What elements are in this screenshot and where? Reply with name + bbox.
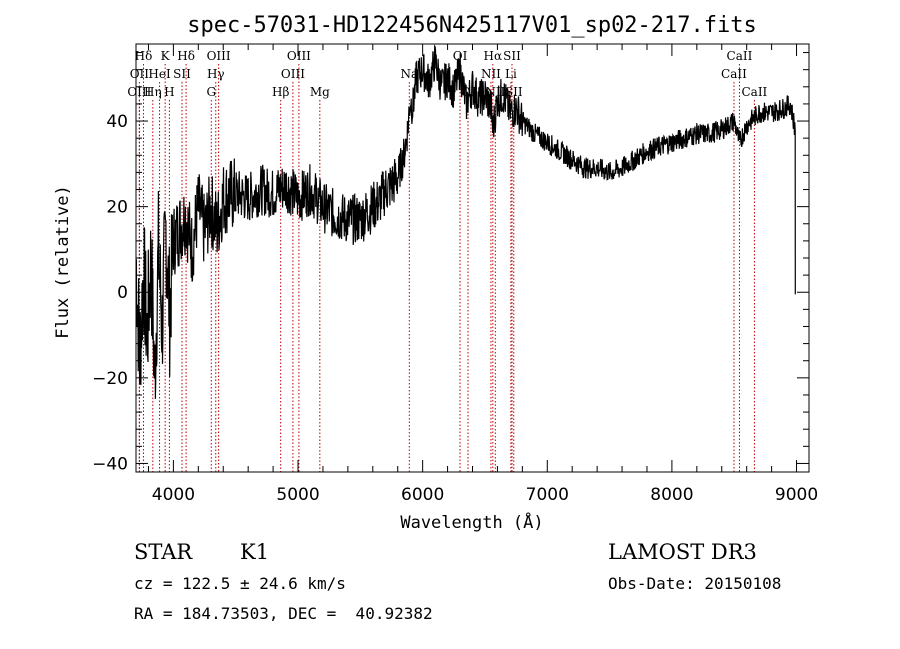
- spectral-line-label: NII: [481, 67, 501, 81]
- x-tick-label: 4000: [152, 485, 195, 505]
- spectral-line-label: OIII: [207, 49, 231, 63]
- x-tick-label: 7000: [526, 485, 569, 505]
- spectral-subclass: K1: [240, 540, 270, 564]
- spectral-line-label: CaII: [727, 49, 753, 63]
- spectral-line-label: CaII: [741, 85, 767, 99]
- plot-frame: [135, 43, 810, 473]
- spectral-line-label: Li: [505, 67, 517, 81]
- coordinates-readout: RA = 184.73503, DEC = 40.92382: [134, 604, 433, 623]
- y-tick-label: −40: [92, 454, 128, 474]
- survey-name: LAMOST DR3: [608, 540, 757, 564]
- spectral-line-label: Hγ: [207, 67, 225, 81]
- spectral-line-label: Hδ: [177, 49, 195, 63]
- chart-title: spec-57031-HD122456N425117V01_sp02-217.f…: [187, 13, 757, 38]
- object-type: STAR: [134, 540, 193, 564]
- spectral-line-label: H: [164, 85, 174, 99]
- spectral-line-label: SII: [173, 67, 191, 81]
- redshift-readout: cz = 122.5 ± 24.6 km/s: [134, 574, 346, 593]
- x-tick-label: 9000: [775, 485, 818, 505]
- x-axis-label: Wavelength (Å): [400, 511, 543, 533]
- x-tick-label: 6000: [401, 485, 444, 505]
- spectral-line-label: CaII: [721, 67, 747, 81]
- spectral-line-label: Mg: [310, 85, 330, 99]
- y-tick-label: 0: [117, 283, 128, 303]
- spectral-line-label: OIII: [127, 85, 151, 99]
- observation-date: Obs-Date: 20150108: [608, 574, 782, 593]
- y-tick-label: 40: [106, 112, 128, 132]
- axis-ticks: 4000 5000 6000 7000 8000 9000 −40 −20 0 20 40: [92, 44, 818, 505]
- spectral-line-label: K: [161, 49, 171, 63]
- spectral-line-label: Hα: [484, 49, 503, 63]
- spectral-lines-layer: [138, 64, 755, 472]
- spectral-line-label: OIII: [287, 49, 311, 63]
- spectral-line-label: OIII: [281, 67, 305, 81]
- spectral-line-label: G: [206, 85, 216, 99]
- spectral-line-label: Hη: [144, 85, 162, 99]
- spectral-line-label: Na: [400, 67, 418, 81]
- y-tick-label: −20: [92, 369, 128, 389]
- y-tick-label: 20: [106, 198, 128, 218]
- spectral-line-label: OII: [130, 67, 150, 81]
- flux-series-line: [135, 44, 796, 399]
- x-tick-label: 5000: [276, 485, 319, 505]
- spectral-line-label: Hδ: [135, 49, 153, 63]
- spectral-line-label: SII: [503, 49, 521, 63]
- x-tick-label: 8000: [650, 485, 693, 505]
- spectral-line-label: HeI: [148, 67, 171, 81]
- spectral-line-label: Hβ: [272, 85, 289, 99]
- y-axis-label: Flux (relative): [53, 185, 73, 339]
